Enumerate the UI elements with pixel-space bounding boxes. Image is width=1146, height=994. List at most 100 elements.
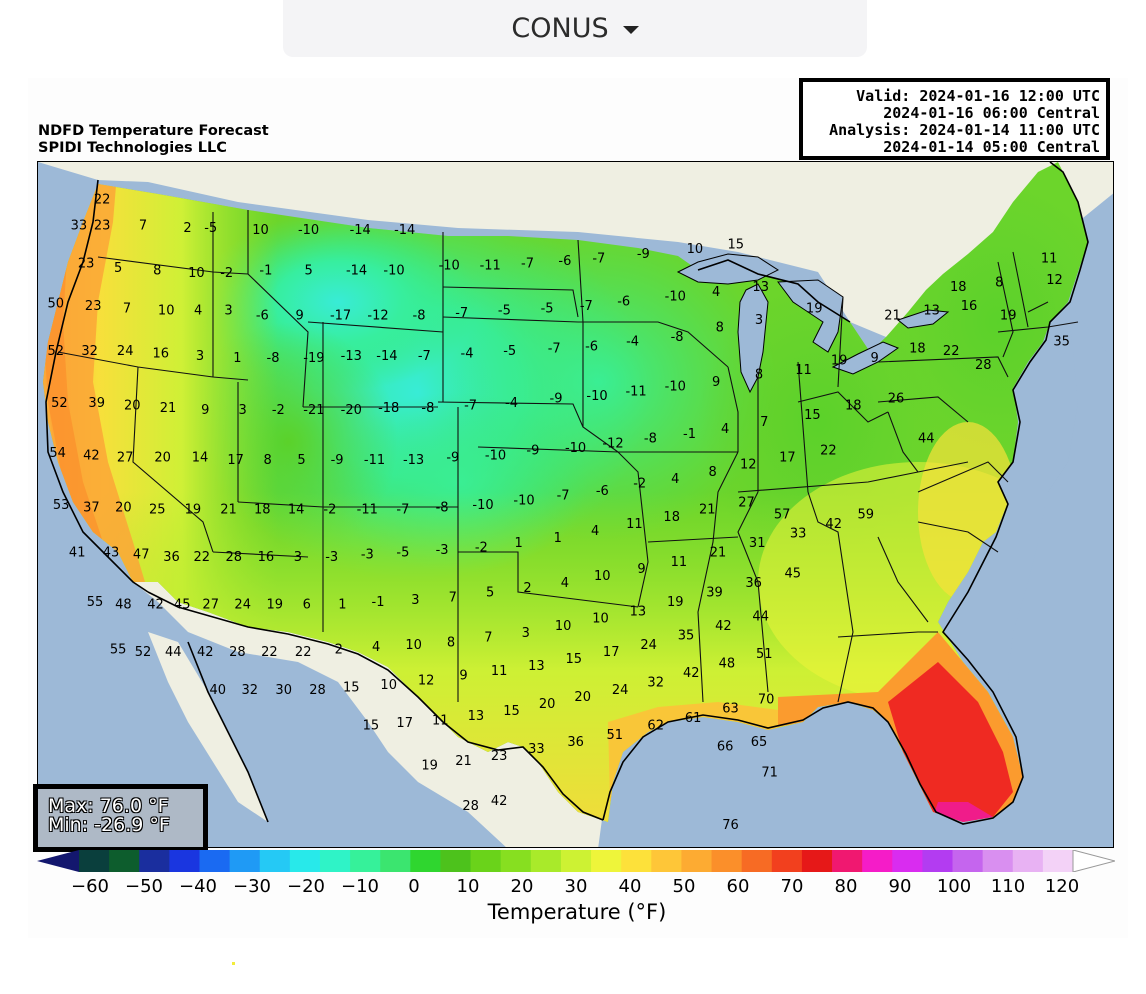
station-temp-label: -11 <box>357 503 378 518</box>
station-temp-label: 36 <box>567 735 584 750</box>
station-temp-label: -4 <box>461 346 474 361</box>
station-temp-label: 15 <box>363 718 380 733</box>
station-temp-label: 10 <box>380 678 397 693</box>
station-temp-label: -8 <box>644 432 657 447</box>
station-temp-label: 13 <box>923 304 940 319</box>
station-temp-label: -5 <box>204 221 217 236</box>
station-temp-label: 51 <box>607 728 624 743</box>
station-temp-label: -9 <box>637 247 650 262</box>
station-temp-label: -6 <box>256 309 269 324</box>
station-temp-label: -5 <box>503 344 516 359</box>
station-temp-label: 39 <box>706 586 723 601</box>
station-temp-label: 35 <box>1053 335 1070 350</box>
station-temp-label: -13 <box>341 349 362 364</box>
station-temp-label: 11 <box>491 664 508 679</box>
station-temp-label: 42 <box>683 666 700 681</box>
station-temp-label: 48 <box>719 657 736 672</box>
station-temp-label: -2 <box>220 266 233 281</box>
station-temp-label: 42 <box>147 598 164 613</box>
station-temp-label: 21 <box>699 503 716 518</box>
station-temp-label: 22 <box>943 344 960 359</box>
station-temp-label: 19 <box>831 354 848 369</box>
colorbar-segment <box>350 850 381 872</box>
station-temp-label: 3 <box>239 403 247 418</box>
station-temp-label: 47 <box>133 548 150 563</box>
colorbar-segment <box>560 850 592 872</box>
station-temp-label: 27 <box>117 451 134 466</box>
station-temp-label: 7 <box>449 590 457 605</box>
station-temp-label: -9 <box>331 453 344 468</box>
station-temp-label: -6 <box>558 254 571 269</box>
station-temp-label: 41 <box>69 545 86 560</box>
station-temp-label: 5 <box>486 586 494 601</box>
station-temp-label: 4 <box>372 640 380 655</box>
station-temp-label: 15 <box>804 408 821 423</box>
colorbar-segment <box>771 850 803 872</box>
station-temp-label: 23 <box>78 256 95 271</box>
station-temp-label: 10 <box>158 304 175 319</box>
valid-central: 2024-01-16 06:00 Central <box>883 104 1100 122</box>
station-temp-label: -10 <box>298 223 319 238</box>
station-temp-label: 65 <box>751 735 768 750</box>
station-temp-label: 21 <box>455 754 472 769</box>
colorbar-tick-label: 70 <box>780 876 804 897</box>
station-temp-label: 33 <box>790 526 807 541</box>
station-temp-label: 18 <box>845 399 862 414</box>
station-temp-label: 42 <box>825 517 842 532</box>
colorbar-tick-label: 0 <box>408 876 420 897</box>
station-temp-label: 28 <box>975 358 992 373</box>
station-temp-label: -18 <box>378 401 399 416</box>
station-temp-label: 17 <box>603 645 620 660</box>
station-temp-label: 11 <box>432 714 449 729</box>
station-temp-label: -17 <box>330 309 351 324</box>
station-temp-label: 12 <box>418 673 435 688</box>
station-temp-label: 44 <box>752 609 769 624</box>
station-temp-label: 3 <box>755 313 763 328</box>
station-temp-label: 50 <box>48 297 65 312</box>
station-temp-label: 22 <box>94 192 111 207</box>
station-temp-label: 1 <box>233 351 241 366</box>
station-temp-label: 70 <box>758 692 775 707</box>
station-temp-label: 16 <box>258 550 275 565</box>
colorbar-tick-label: −20 <box>287 876 325 897</box>
colorbar-tick-label: 50 <box>672 876 696 897</box>
station-temp-label: 22 <box>295 645 312 660</box>
station-temp-label: -8 <box>671 330 684 345</box>
colorbar-segment <box>259 850 291 872</box>
max-min-box: Max: 76.0 °F Min: -26.9 °F <box>33 784 208 852</box>
colorbar-tick-label: −60 <box>71 876 109 897</box>
region-dropdown-label: CONUS <box>511 13 609 44</box>
temperature-colorbar <box>37 850 1115 872</box>
station-temp-label: -19 <box>303 351 324 366</box>
colorbar-segment <box>500 850 532 872</box>
valid-utc: Valid: 2024-01-16 12:00 UTC <box>856 87 1100 105</box>
station-temp-label: 6 <box>303 598 311 613</box>
station-temp-label: 63 <box>722 702 739 717</box>
station-temp-label: 37 <box>83 500 100 515</box>
station-temp-label: 27 <box>202 598 219 613</box>
station-temp-label: 10 <box>555 619 572 634</box>
station-temp-label: 62 <box>647 718 664 733</box>
station-temp-label: -9 <box>550 391 563 406</box>
region-dropdown[interactable]: CONUS <box>283 0 867 57</box>
colorbar-tick-label: 10 <box>456 876 480 897</box>
station-temp-label: 42 <box>715 619 732 634</box>
station-temp-label: 13 <box>630 605 647 620</box>
station-temp-label: 8 <box>447 635 455 650</box>
station-temp-label: 23 <box>491 749 508 764</box>
colorbar-tick-label: 60 <box>726 876 750 897</box>
station-temp-label: 39 <box>88 396 105 411</box>
station-temp-label: -7 <box>418 349 431 364</box>
station-temp-label: -7 <box>521 256 534 271</box>
colorbar-segment <box>1012 850 1044 872</box>
station-temp-label: -7 <box>557 489 570 504</box>
caret-down-icon[interactable] <box>622 25 639 34</box>
station-temp-label: 14 <box>288 503 305 518</box>
station-temp-label: 1 <box>338 598 346 613</box>
colorbar-tick-label: 100 <box>936 876 972 897</box>
colorbar-min-extend <box>37 850 79 872</box>
station-temp-label: 3 <box>196 349 204 364</box>
station-temp-label: 45 <box>785 567 802 582</box>
station-temp-label: 7 <box>139 219 147 234</box>
